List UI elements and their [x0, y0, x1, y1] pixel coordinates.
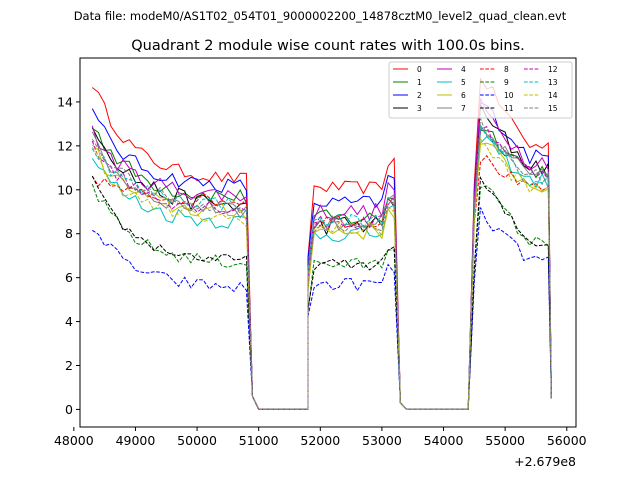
y-tick-label: 8 — [65, 226, 73, 241]
x-tick-label: 50000 — [177, 433, 217, 448]
x-tick-label: 55000 — [485, 433, 525, 448]
legend-label-10: 10 — [504, 91, 514, 100]
y-tick-label: 10 — [57, 182, 73, 197]
x-tick-label: 56000 — [547, 433, 587, 448]
y-tick-label: 12 — [57, 138, 73, 153]
x-tick-label: 53000 — [362, 433, 402, 448]
legend-label-12: 12 — [548, 65, 558, 74]
legend-label-6: 6 — [461, 91, 466, 100]
y-tick-label: 2 — [65, 358, 73, 373]
legend-label-8: 8 — [504, 65, 509, 74]
figure-suptitle: Data file: modeM0/AS1T02_054T01_90000022… — [74, 9, 567, 23]
legend-label-0: 0 — [417, 65, 422, 74]
legend-label-11: 11 — [504, 104, 514, 113]
chart-title: Quadrant 2 module wise count rates with … — [131, 38, 525, 54]
legend-label-1: 1 — [417, 78, 422, 87]
legend-label-7: 7 — [461, 104, 466, 113]
figure: Data file: modeM0/AS1T02_054T01_90000022… — [0, 0, 640, 480]
legend-label-5: 5 — [461, 78, 466, 87]
legend-label-9: 9 — [504, 78, 509, 87]
x-tick-label: 49000 — [116, 433, 156, 448]
y-tick-label: 14 — [57, 94, 73, 109]
legend-label-15: 15 — [548, 104, 558, 113]
x-tick-label: 51000 — [239, 433, 279, 448]
legend-label-13: 13 — [548, 78, 558, 87]
legend-label-14: 14 — [548, 91, 558, 100]
legend-label-4: 4 — [461, 65, 466, 74]
x-tick-label: 54000 — [424, 433, 464, 448]
legend-label-2: 2 — [417, 91, 422, 100]
y-tick-label: 6 — [65, 270, 73, 285]
x-tick-label: 52000 — [300, 433, 340, 448]
y-tick-label: 0 — [65, 402, 73, 417]
x-tick-label: 48000 — [54, 433, 94, 448]
y-tick-label: 4 — [65, 314, 73, 329]
x-offset-label: +2.679e8 — [514, 454, 576, 469]
legend-label-3: 3 — [417, 104, 422, 113]
